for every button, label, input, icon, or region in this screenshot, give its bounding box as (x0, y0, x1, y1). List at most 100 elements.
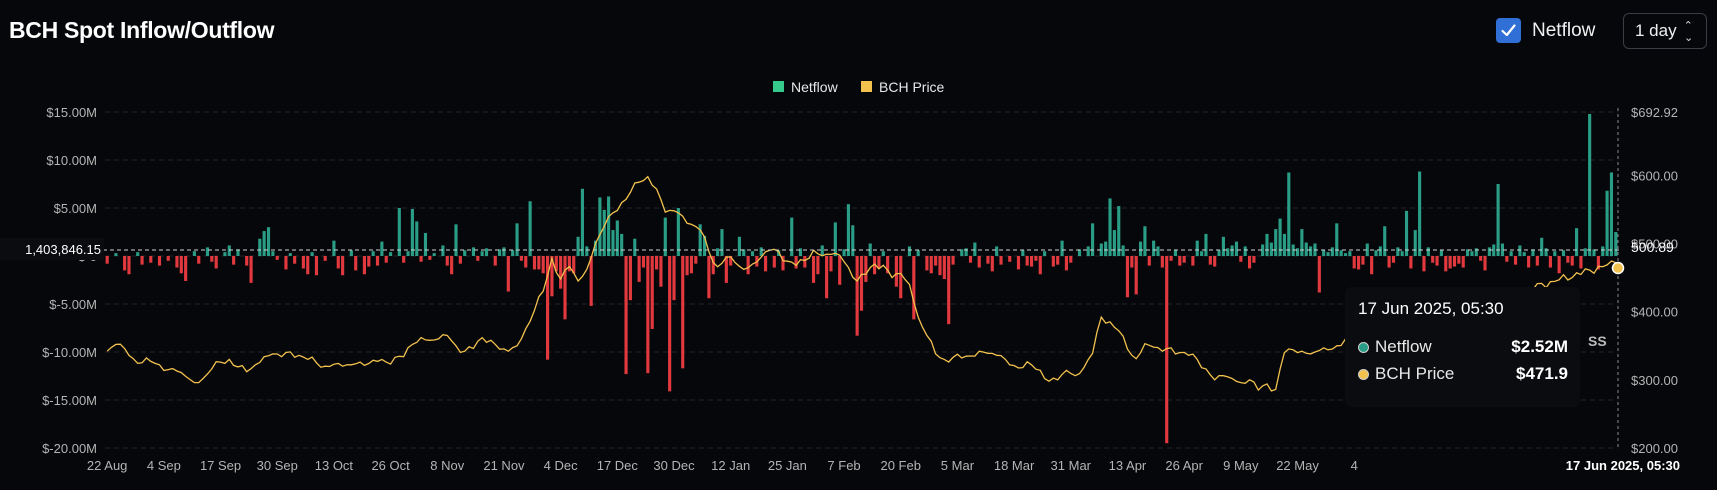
netflow-bar (838, 256, 842, 285)
netflow-bar (1330, 247, 1334, 256)
netflow-bar (1152, 240, 1156, 256)
netflow-bar (1326, 252, 1330, 256)
netflow-bar (1566, 256, 1570, 263)
y-tick-right: $300.00 (1631, 373, 1678, 388)
netflow-bar (1575, 228, 1579, 256)
netflow-bar (380, 241, 384, 256)
netflow-bar (528, 201, 532, 256)
netflow-bar (995, 246, 999, 256)
netflow-bar (973, 242, 977, 256)
netflow-bar (589, 256, 593, 306)
netflow-bar (781, 256, 785, 271)
crosshair-right-label: 500.89 (1631, 239, 1674, 255)
netflow-bar (1343, 253, 1348, 256)
netflow-bar (1169, 256, 1173, 261)
netflow-bar (1605, 190, 1609, 256)
netflow-bar (576, 236, 580, 256)
legend-label-netflow[interactable]: Netflow (791, 79, 839, 95)
netflow-bar (1243, 246, 1247, 256)
netflow-bar (729, 256, 733, 266)
netflow-bar (659, 256, 663, 287)
netflow-bar (951, 256, 955, 265)
netflow-bar (1548, 256, 1552, 268)
netflow-bar (1108, 198, 1112, 256)
netflow-bar (1278, 218, 1282, 256)
netflow-bar (820, 245, 824, 256)
netflow-bar (947, 256, 951, 325)
netflow-bar (881, 251, 885, 256)
partial-label: SS (1588, 333, 1607, 349)
netflow-bar (1060, 240, 1064, 256)
netflow-bar (1383, 226, 1387, 256)
netflow-bar (1274, 229, 1278, 256)
netflow-bar (288, 253, 292, 256)
price-hover-marker (1611, 261, 1625, 275)
y-axis-right: $692.92 $600.00 $500.00 $400.00 $300.00 $200.… (1631, 105, 1678, 456)
netflow-bar (341, 256, 345, 276)
netflow-bar (746, 256, 750, 275)
netflow-bar (1287, 172, 1291, 256)
x-tick: 8 Nov (430, 458, 464, 473)
netflow-bar (1557, 256, 1561, 274)
netflow-bar (1531, 249, 1535, 256)
netflow-bar (140, 256, 144, 265)
netflow-bar (811, 256, 816, 283)
netflow-bar (716, 248, 720, 256)
netflow-bar (1378, 246, 1382, 256)
netflow-bar (149, 256, 153, 263)
netflow-bar (1261, 244, 1265, 256)
legend-swatch-price (861, 81, 872, 92)
netflow-bar (572, 256, 576, 274)
netflow-bar (750, 251, 755, 256)
netflow-bar (650, 256, 654, 329)
netflow-bar (1527, 256, 1531, 268)
netflow-bar (432, 253, 436, 256)
netflow-bar (537, 256, 541, 270)
netflow-bar (354, 256, 358, 271)
netflow-bar (1147, 256, 1151, 266)
netflow-bar (458, 256, 462, 264)
y-tick-left: $-20.00M (42, 441, 97, 456)
netflow-bar (506, 256, 510, 292)
checkmark-icon (1501, 24, 1516, 37)
netflow-bar (157, 256, 162, 266)
netflow-bar (1391, 256, 1396, 263)
netflow-bar (515, 223, 519, 256)
netflow-bar (545, 256, 550, 360)
netflow-bar (179, 256, 183, 274)
netflow-bar (1365, 243, 1369, 256)
netflow-checkbox[interactable] (1496, 18, 1521, 43)
netflow-bar (1400, 251, 1404, 256)
netflow-bar (829, 256, 833, 272)
legend-label-price[interactable]: BCH Price (879, 79, 945, 95)
netflow-bar (868, 243, 872, 256)
netflow-bar (611, 230, 615, 256)
netflow-bar (1496, 184, 1500, 256)
netflow-bar (615, 220, 619, 256)
netflow-bar (654, 256, 659, 270)
x-axis: 22 Aug 4 Sep 17 Sep 30 Sep 13 Oct 26 Oct 8 Nov… (87, 455, 1682, 475)
netflow-bar (593, 240, 598, 256)
y-tick-left: $10.00M (46, 153, 97, 168)
netflow-bar (641, 256, 646, 268)
netflow-bar (236, 249, 240, 256)
tooltip-netflow-value: $2.52M (1511, 337, 1568, 356)
netflow-toggle[interactable]: Netflow (1496, 18, 1595, 43)
netflow-bar (816, 256, 820, 275)
interval-select[interactable]: 1 day ⌃ ⌃ (1623, 13, 1707, 49)
netflow-bar (1500, 243, 1505, 256)
netflow-bar (598, 197, 602, 256)
netflow-bar (1596, 256, 1600, 270)
netflow-bar (798, 248, 803, 256)
netflow-bar (851, 225, 855, 256)
netflow-bar (1387, 256, 1391, 268)
netflow-bar (258, 238, 262, 256)
netflow-bar (1431, 256, 1435, 263)
netflow-bar (1540, 237, 1544, 256)
netflow-bar (1008, 256, 1012, 262)
x-tick: 25 Jan (768, 458, 807, 473)
netflow-bar (567, 256, 571, 272)
netflow-bar (1404, 210, 1409, 256)
y-tick-left: $15.00M (46, 105, 97, 120)
netflow-bar (1317, 256, 1321, 293)
